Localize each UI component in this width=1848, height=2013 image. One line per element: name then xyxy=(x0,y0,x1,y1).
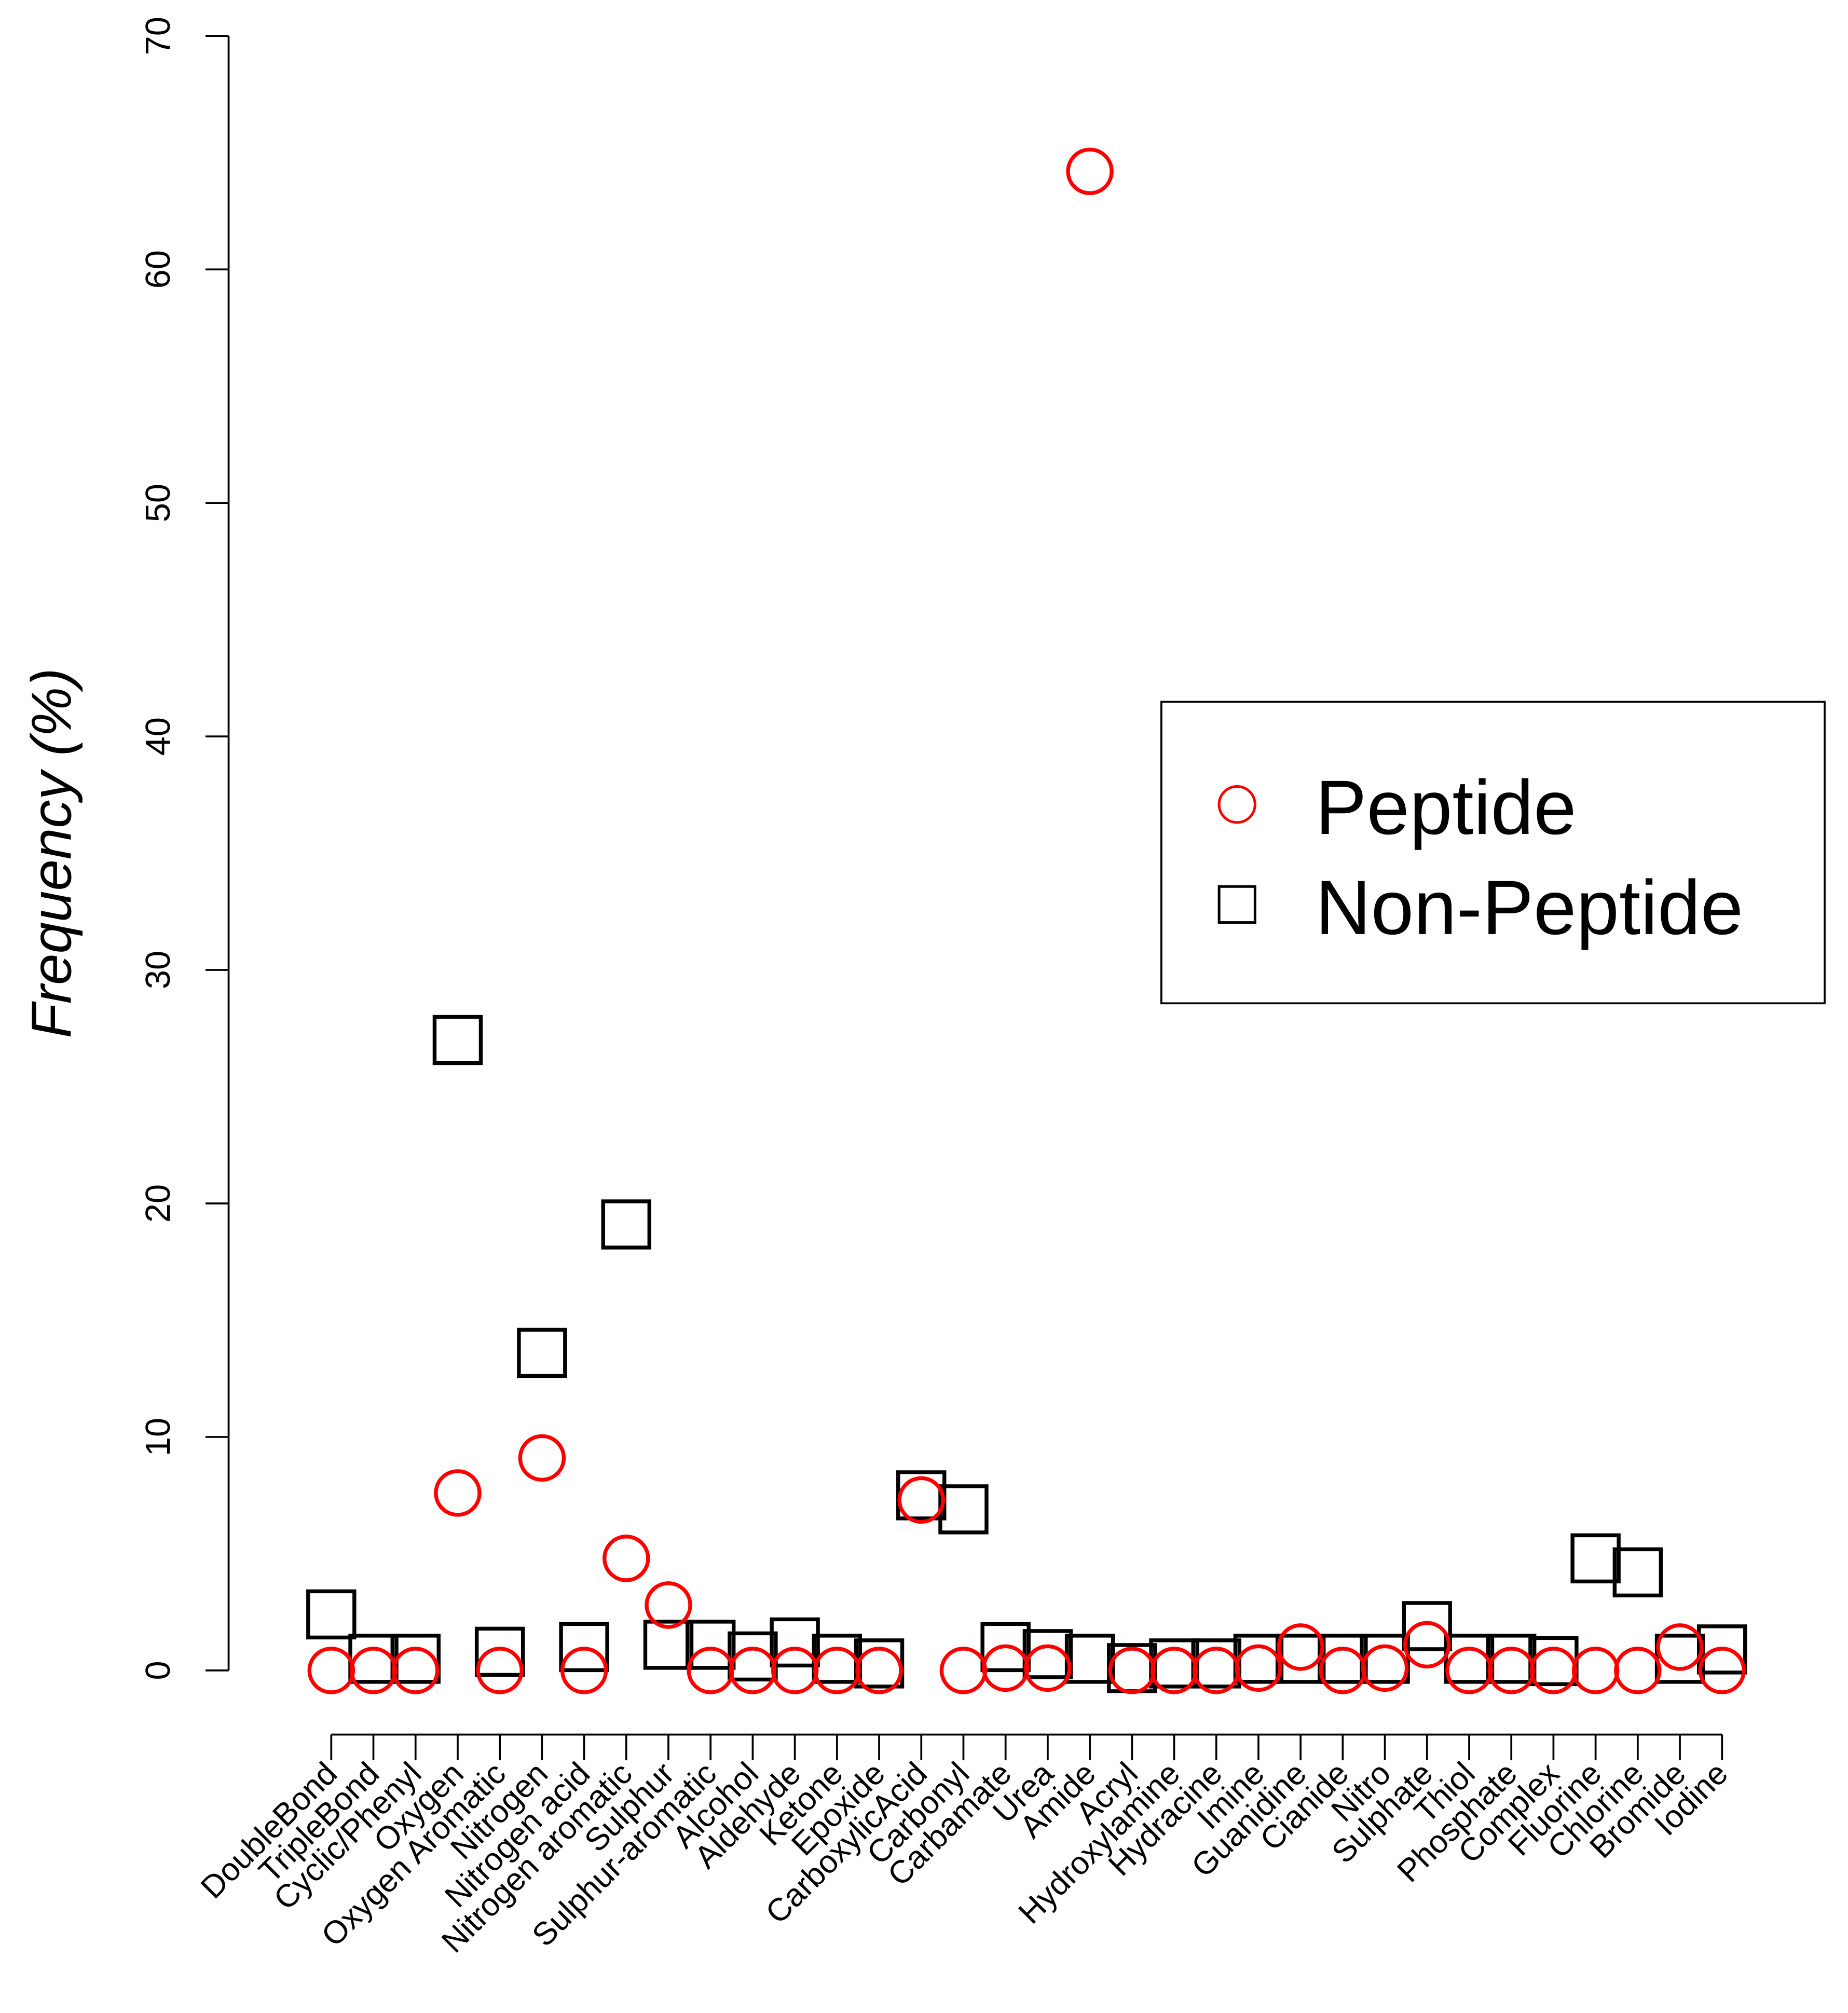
peptide-point xyxy=(1235,1644,1282,1692)
non-peptide-point xyxy=(938,1484,989,1535)
non-peptide-point xyxy=(1233,1634,1284,1684)
peptide-point xyxy=(1277,1623,1324,1671)
peptide-point xyxy=(434,1469,482,1517)
y-tick-label: 60 xyxy=(139,250,177,289)
peptide-point xyxy=(813,1647,861,1694)
legend-non-peptide-marker xyxy=(1217,885,1256,924)
peptide-point xyxy=(1319,1647,1367,1694)
x-axis: DoubleBondTripleBondCyclic/PhenylOxygenO… xyxy=(194,1733,1735,1960)
peptide-point xyxy=(476,1647,524,1694)
y-axis-title: Frequency (%) xyxy=(20,668,83,1038)
peptide-point xyxy=(687,1647,734,1694)
peptide-point xyxy=(939,1647,988,1694)
peptide-point xyxy=(1403,1621,1451,1669)
non-peptide-point xyxy=(559,1622,609,1673)
peptide-point xyxy=(1487,1647,1535,1694)
peptide-point xyxy=(1108,1647,1156,1694)
y-tick-label: 50 xyxy=(139,484,177,522)
peptide-point xyxy=(729,1647,777,1694)
peptide-point xyxy=(1656,1623,1704,1671)
peptide-point xyxy=(603,1535,650,1582)
peptide-point xyxy=(855,1647,903,1694)
peptide-point xyxy=(1445,1647,1493,1694)
peptide-point xyxy=(1361,1644,1409,1692)
non-peptide-point xyxy=(1064,1634,1115,1684)
peptide-point xyxy=(1698,1647,1746,1694)
non-peptide-point xyxy=(517,1327,567,1378)
non-peptide-point xyxy=(980,1622,1031,1673)
peptide-point xyxy=(1066,147,1114,195)
peptide-point xyxy=(349,1647,398,1694)
non-peptide-point xyxy=(474,1626,525,1677)
peptide-point xyxy=(391,1647,440,1694)
y-axis: 0 10 20 30 40 50 60 70 xyxy=(139,17,230,1680)
legend-peptide-label: Peptide xyxy=(1316,765,1577,851)
peptide-point xyxy=(645,1581,692,1629)
non-peptide-point xyxy=(1528,1636,1579,1687)
peptide-point xyxy=(307,1647,355,1694)
peptide-point xyxy=(518,1434,566,1482)
y-tick-label: 10 xyxy=(139,1418,177,1456)
non-peptide-point xyxy=(643,1620,694,1670)
y-tick-label: 0 xyxy=(139,1661,177,1680)
peptide-point xyxy=(1571,1647,1620,1694)
peptide-point xyxy=(897,1476,945,1524)
y-tick-label: 30 xyxy=(139,951,177,989)
non-peptide-point xyxy=(432,1015,483,1065)
legend: Peptide Non-Peptide xyxy=(1160,701,1826,1005)
y-tick-label: 70 xyxy=(139,17,177,55)
non-peptide-point xyxy=(770,1617,820,1668)
peptide-point xyxy=(1614,1647,1662,1694)
data-points xyxy=(306,147,1747,1694)
peptide-point xyxy=(771,1647,819,1694)
non-peptide-point xyxy=(1612,1547,1663,1598)
legend-non-peptide-label: Non-Peptide xyxy=(1316,865,1744,951)
non-peptide-point xyxy=(1402,1601,1452,1651)
non-peptide-point xyxy=(306,1589,357,1640)
peptide-point xyxy=(1024,1644,1072,1692)
non-peptide-point xyxy=(1360,1634,1410,1684)
non-peptide-point xyxy=(685,1620,736,1670)
legend-box xyxy=(1160,701,1826,1005)
non-peptide-point xyxy=(1570,1533,1621,1584)
peptide-point xyxy=(560,1647,608,1694)
peptide-point xyxy=(981,1644,1030,1692)
legend-peptide-marker xyxy=(1217,785,1256,824)
non-peptide-point xyxy=(1697,1624,1747,1675)
y-tick-label: 20 xyxy=(139,1184,177,1223)
y-tick-label: 40 xyxy=(139,717,177,756)
non-peptide-point xyxy=(601,1199,651,1250)
